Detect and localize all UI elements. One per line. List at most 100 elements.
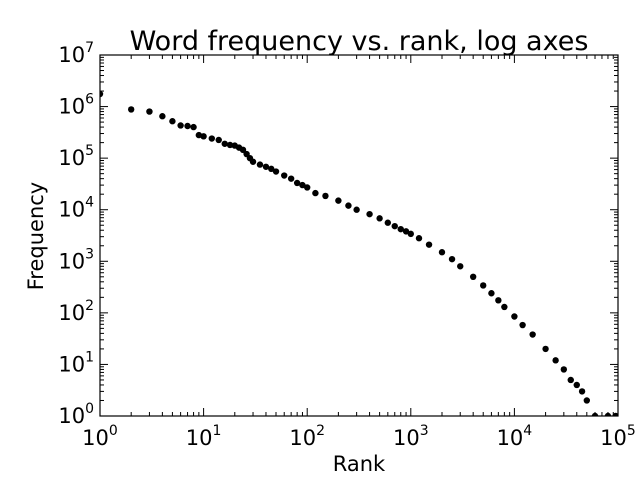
x-tick-label: 105 [600,423,636,450]
x-tick-exponent: 2 [316,423,325,439]
data-point [469,273,477,281]
y-tick-base: 10 [58,95,85,119]
y-tick-base: 10 [58,404,85,428]
data-point [573,381,580,389]
y-tick-exponent: 4 [85,195,94,211]
data-point [215,136,222,144]
data-point [425,241,433,248]
y-tick-label: 106 [58,92,94,119]
y-tick-exponent: 0 [85,401,94,417]
x-tick-exponent: 3 [420,423,429,439]
x-tick-exponent: 5 [627,423,636,439]
y-tick-label: 103 [58,246,94,273]
data-point [127,106,135,113]
data-point [391,222,398,230]
y-tick-label: 107 [58,40,94,67]
data-point [407,230,414,238]
y-tick-exponent: 5 [85,143,94,159]
y-tick-base: 10 [58,249,85,273]
data-point [256,161,264,168]
x-tick-base: 10 [393,426,420,450]
data-point [239,146,247,154]
data-point [226,141,234,149]
data-point [200,133,207,140]
x-tick-label: 103 [393,423,429,450]
data-point [402,228,410,235]
data-point [488,290,495,297]
data-point [415,235,423,242]
y-tick-label: 105 [58,143,94,170]
data-point [612,412,618,416]
y-tick-exponent: 6 [85,92,94,108]
data-point [177,122,184,129]
data-point [281,172,288,179]
data-point [159,113,166,120]
y-tick-label: 100 [58,401,94,428]
y-tick-exponent: 7 [85,40,94,56]
plot-frame [99,54,619,417]
x-tick-exponent: 1 [213,423,222,439]
x-tick-base: 10 [497,426,524,450]
data-point [100,90,104,98]
y-tick-exponent: 1 [85,349,94,365]
data-points [100,90,618,416]
y-axis-label: Frequency [24,182,48,291]
y-tick-base: 10 [58,352,85,376]
data-point [272,168,280,175]
x-tick-base: 10 [186,426,213,450]
y-tick-base: 10 [58,43,85,67]
data-point [495,297,502,304]
data-point [552,357,559,364]
y-tick-label: 104 [58,195,94,222]
data-point [268,165,275,173]
y-tick-exponent: 2 [85,298,94,314]
data-point [293,179,301,187]
x-tick-label: 104 [497,423,533,450]
data-point [438,249,446,256]
data-point [366,210,373,218]
y-tick-base: 10 [58,198,85,222]
data-point [190,123,197,131]
data-point [591,412,599,416]
data-point [511,313,518,320]
y-tick-exponent: 3 [85,246,94,262]
data-point [249,158,257,165]
x-tick-base: 10 [82,426,109,450]
data-point [312,189,319,197]
x-tick-label: 101 [186,423,222,450]
data-point [542,345,549,353]
data-point [578,388,586,395]
data-point [335,197,342,204]
data-point [397,225,404,233]
data-point [146,108,153,115]
x-tick-label: 100 [82,423,118,450]
data-point [208,135,216,142]
x-tick-exponent: 0 [109,423,118,439]
data-point [501,303,508,311]
data-point [353,206,360,213]
data-point [480,282,487,289]
y-tick-label: 102 [58,298,94,325]
data-point [376,215,383,222]
y-tick-label: 101 [58,349,94,376]
x-tick-base: 10 [289,426,316,450]
data-point [519,321,526,329]
data-point [287,175,295,182]
data-point [567,376,574,384]
chart-title: Word frequency vs. rank, log axes [130,26,589,57]
data-point [184,122,191,130]
data-point [169,118,176,125]
x-axis-ticks: 100 101 102 103 104 105 [82,423,636,450]
data-point [304,184,311,191]
data-point [448,255,456,263]
data-point [604,412,612,416]
x-axis-label: Rank [333,452,386,476]
y-tick-base: 10 [58,146,85,170]
x-tick-exponent: 4 [523,423,532,439]
data-point [384,219,392,226]
data-point [529,331,536,338]
plot-background [100,55,618,416]
y-tick-base: 10 [58,301,85,325]
